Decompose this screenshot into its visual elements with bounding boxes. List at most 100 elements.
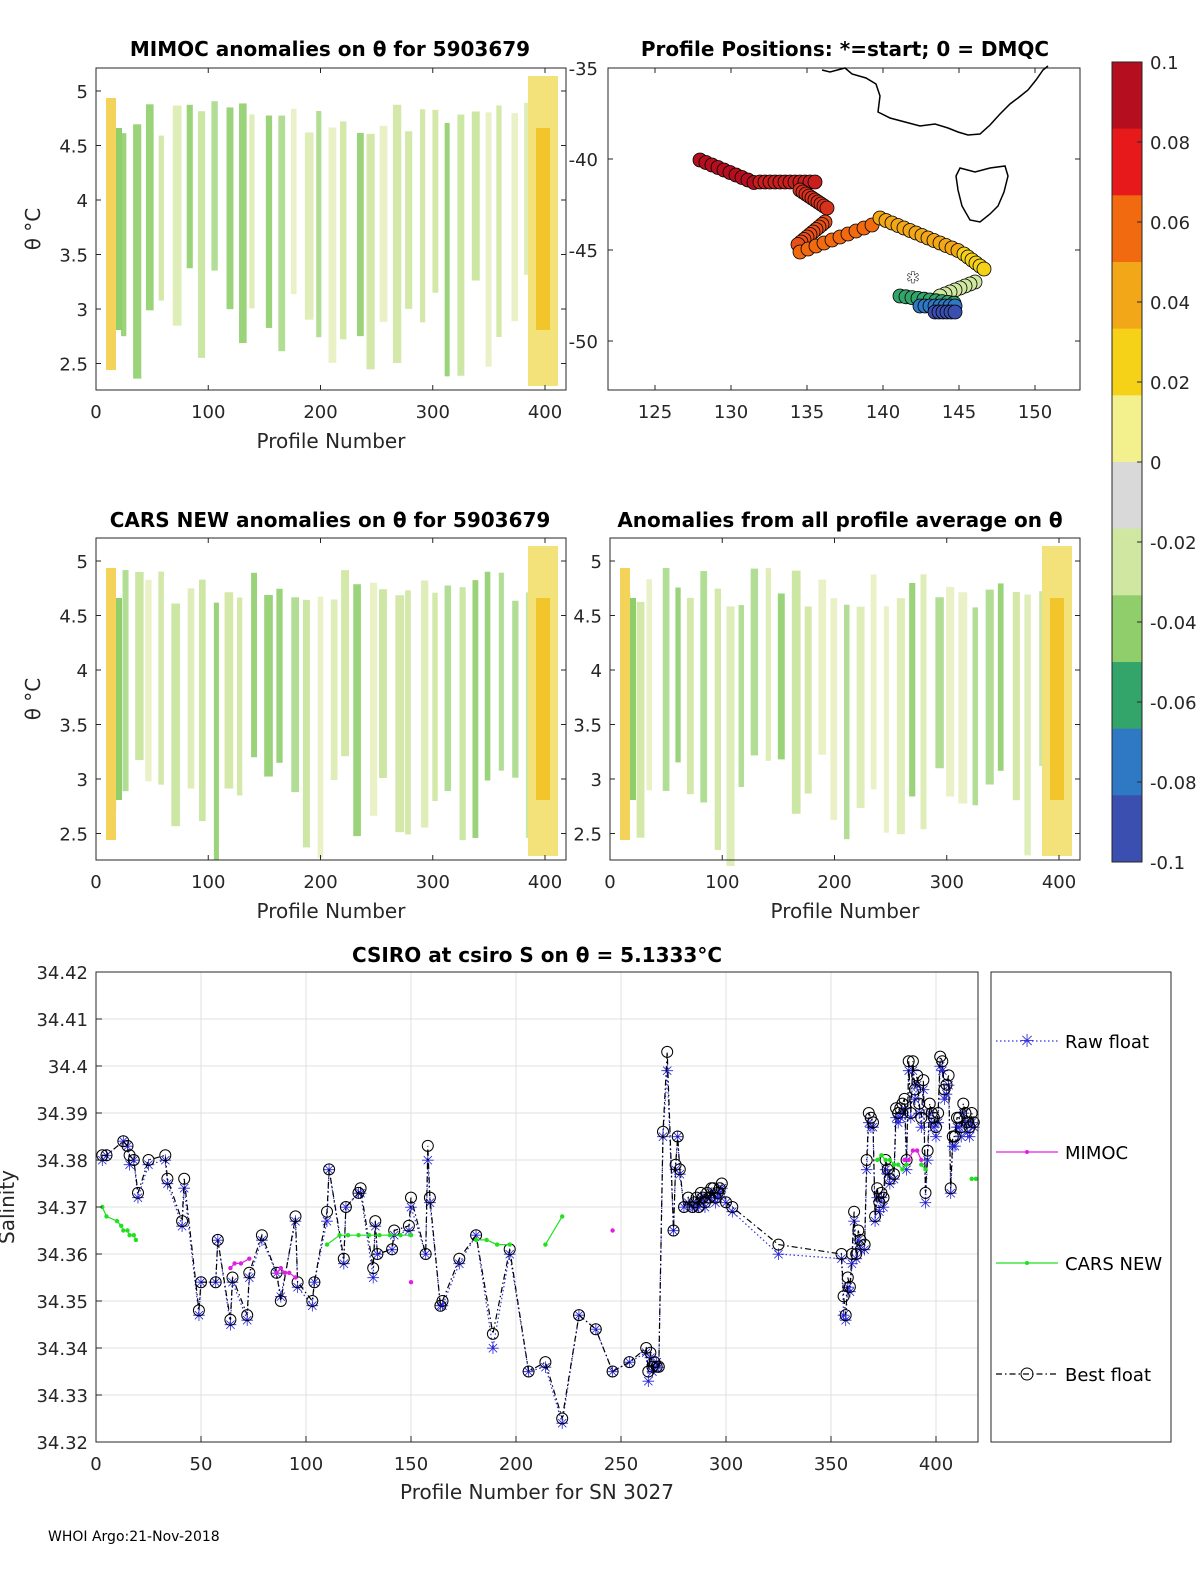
anomaly-stripe: [1039, 591, 1045, 766]
salinity-grid: [95, 971, 978, 1443]
cars-point: [875, 1157, 880, 1163]
x-tick-label: 200: [499, 1454, 533, 1475]
salinity-x-label: Profile Number for SN 3027: [400, 1480, 674, 1504]
mimoc-x-ticks: 0 100 200 300 400: [90, 68, 562, 423]
y-tick-label: 5: [591, 552, 602, 573]
best-float-point: [965, 1107, 978, 1119]
anomaly-stripe: [236, 597, 243, 796]
float-track: [692, 152, 992, 320]
anomaly-stripe: [726, 606, 735, 867]
best-float-point: [159, 1149, 172, 1162]
cars-point: [973, 1176, 979, 1182]
salinity-y-label: Salinity: [0, 1170, 19, 1244]
best-float-point: [224, 1313, 237, 1326]
cars-point: [408, 1233, 414, 1238]
best-float-point: [211, 1233, 224, 1246]
best-float-point: [556, 1412, 569, 1425]
colorbar-tick-label: 0.02: [1150, 373, 1190, 394]
best-float-point: [959, 1107, 972, 1119]
cars-point: [560, 1214, 565, 1219]
mimoc-point: [910, 1148, 916, 1153]
cars-axes-box: [95, 537, 567, 861]
y-tick-label: 34.36: [36, 1245, 88, 1266]
anomaly-stripe: [920, 574, 927, 830]
y-tick-label: 3.5: [573, 716, 602, 737]
cars-line: [544, 1216, 563, 1245]
colorbar-cell: [1112, 795, 1142, 863]
cars-point: [904, 1162, 909, 1167]
y-tick-label: 3.5: [59, 716, 88, 737]
anomaly-stripe: [636, 601, 645, 838]
anomaly-stripe: [675, 587, 681, 763]
y-tick-label: 4.5: [59, 137, 88, 158]
best-float-point: [932, 1107, 945, 1119]
colorbar-tick-label: 0.06: [1150, 213, 1190, 234]
tasmania-coastline: [955, 165, 1009, 223]
best-float-point: [963, 1121, 976, 1134]
raw-float-point: ✳: [522, 1363, 535, 1382]
best-float-point: [354, 1182, 367, 1195]
best-float-point: [657, 1125, 669, 1138]
anomaly-stripe: [341, 570, 350, 757]
best-float-point: [96, 1149, 109, 1162]
best-float-point: [132, 1186, 144, 1199]
best-float-point: [948, 1130, 961, 1143]
anomaly-stripe: [211, 101, 218, 271]
anomaly-stripe: [700, 571, 708, 803]
anomaly-stripe: [276, 588, 283, 763]
allavg-y-ticks: 5 4.5 4 3.5 3 2.5: [573, 552, 1080, 846]
best-float-point: [142, 1154, 155, 1166]
raw-float-point: ✳: [308, 1273, 321, 1292]
y-tick-label: -50: [569, 332, 598, 353]
anomaly-stripe: [777, 593, 785, 760]
cars-x-label: Profile Number: [257, 899, 407, 923]
anomaly-stripe: [330, 599, 338, 781]
raw-float-point: ✳: [963, 1128, 976, 1147]
anomaly-stripe: [121, 133, 127, 337]
cars-point: [387, 1233, 393, 1238]
map-title: Profile Positions: *=start; 0 = DMQC: [641, 37, 1049, 61]
cars-point: [133, 1237, 139, 1243]
x-tick-label: 100: [705, 872, 739, 893]
best-float-point: [270, 1266, 283, 1279]
float-position-marker: [819, 200, 835, 216]
anomaly-stripe: [512, 600, 519, 778]
anomaly-stripe: [133, 124, 142, 379]
y-tick-label: 4: [591, 661, 602, 682]
start-marker-icon: ✱: [906, 268, 919, 287]
allavg-x-ticks: 0 100 200 300 400: [604, 538, 1076, 893]
anomaly-stripe: [1024, 594, 1031, 856]
float-position-marker: [976, 261, 992, 277]
cars-point: [121, 1228, 126, 1233]
colorbar-tick-label: 0: [1150, 453, 1161, 474]
anomaly-stripe: [122, 570, 129, 792]
best-float-point: [944, 1182, 957, 1195]
cars-point: [324, 1242, 330, 1247]
anomaly-stripe: [369, 582, 378, 816]
anomaly-stripe: [457, 114, 465, 376]
anomaly-stripe: [432, 109, 439, 293]
anomaly-stripe: [251, 572, 258, 758]
x-tick-label: 150: [1018, 402, 1052, 423]
x-tick-label: 100: [289, 1454, 323, 1475]
cars-point: [507, 1242, 512, 1247]
best-float-point: [673, 1163, 686, 1176]
x-tick-label: 145: [942, 402, 976, 423]
best-float-point: [921, 1144, 934, 1157]
best-float-point: [957, 1097, 970, 1110]
mimoc-point: [914, 1148, 920, 1153]
anomaly-stripe: [265, 115, 273, 328]
best-float-point: [839, 1309, 852, 1322]
mimoc-heatmap: [106, 76, 558, 386]
anomaly-stripe: [536, 598, 550, 800]
salinity-y-ticks: 34.42 34.41 34.4 34.39 34.38 34.37 34.36 34.35 3…: [36, 963, 102, 1454]
best-float-point: [661, 1045, 674, 1058]
x-tick-label: 0: [604, 872, 615, 893]
best-float-point: [881, 1163, 894, 1176]
cars-anomaly-panel: CARS NEW anomalies on θ for 5903679 0 100…: [21, 508, 567, 923]
best-float-point: [241, 1309, 254, 1322]
best-float-point: [858, 1238, 871, 1251]
cars-point: [494, 1242, 500, 1247]
raw-float-point: ✳: [929, 1128, 942, 1147]
allavg-x-label: Profile Number: [771, 899, 921, 923]
